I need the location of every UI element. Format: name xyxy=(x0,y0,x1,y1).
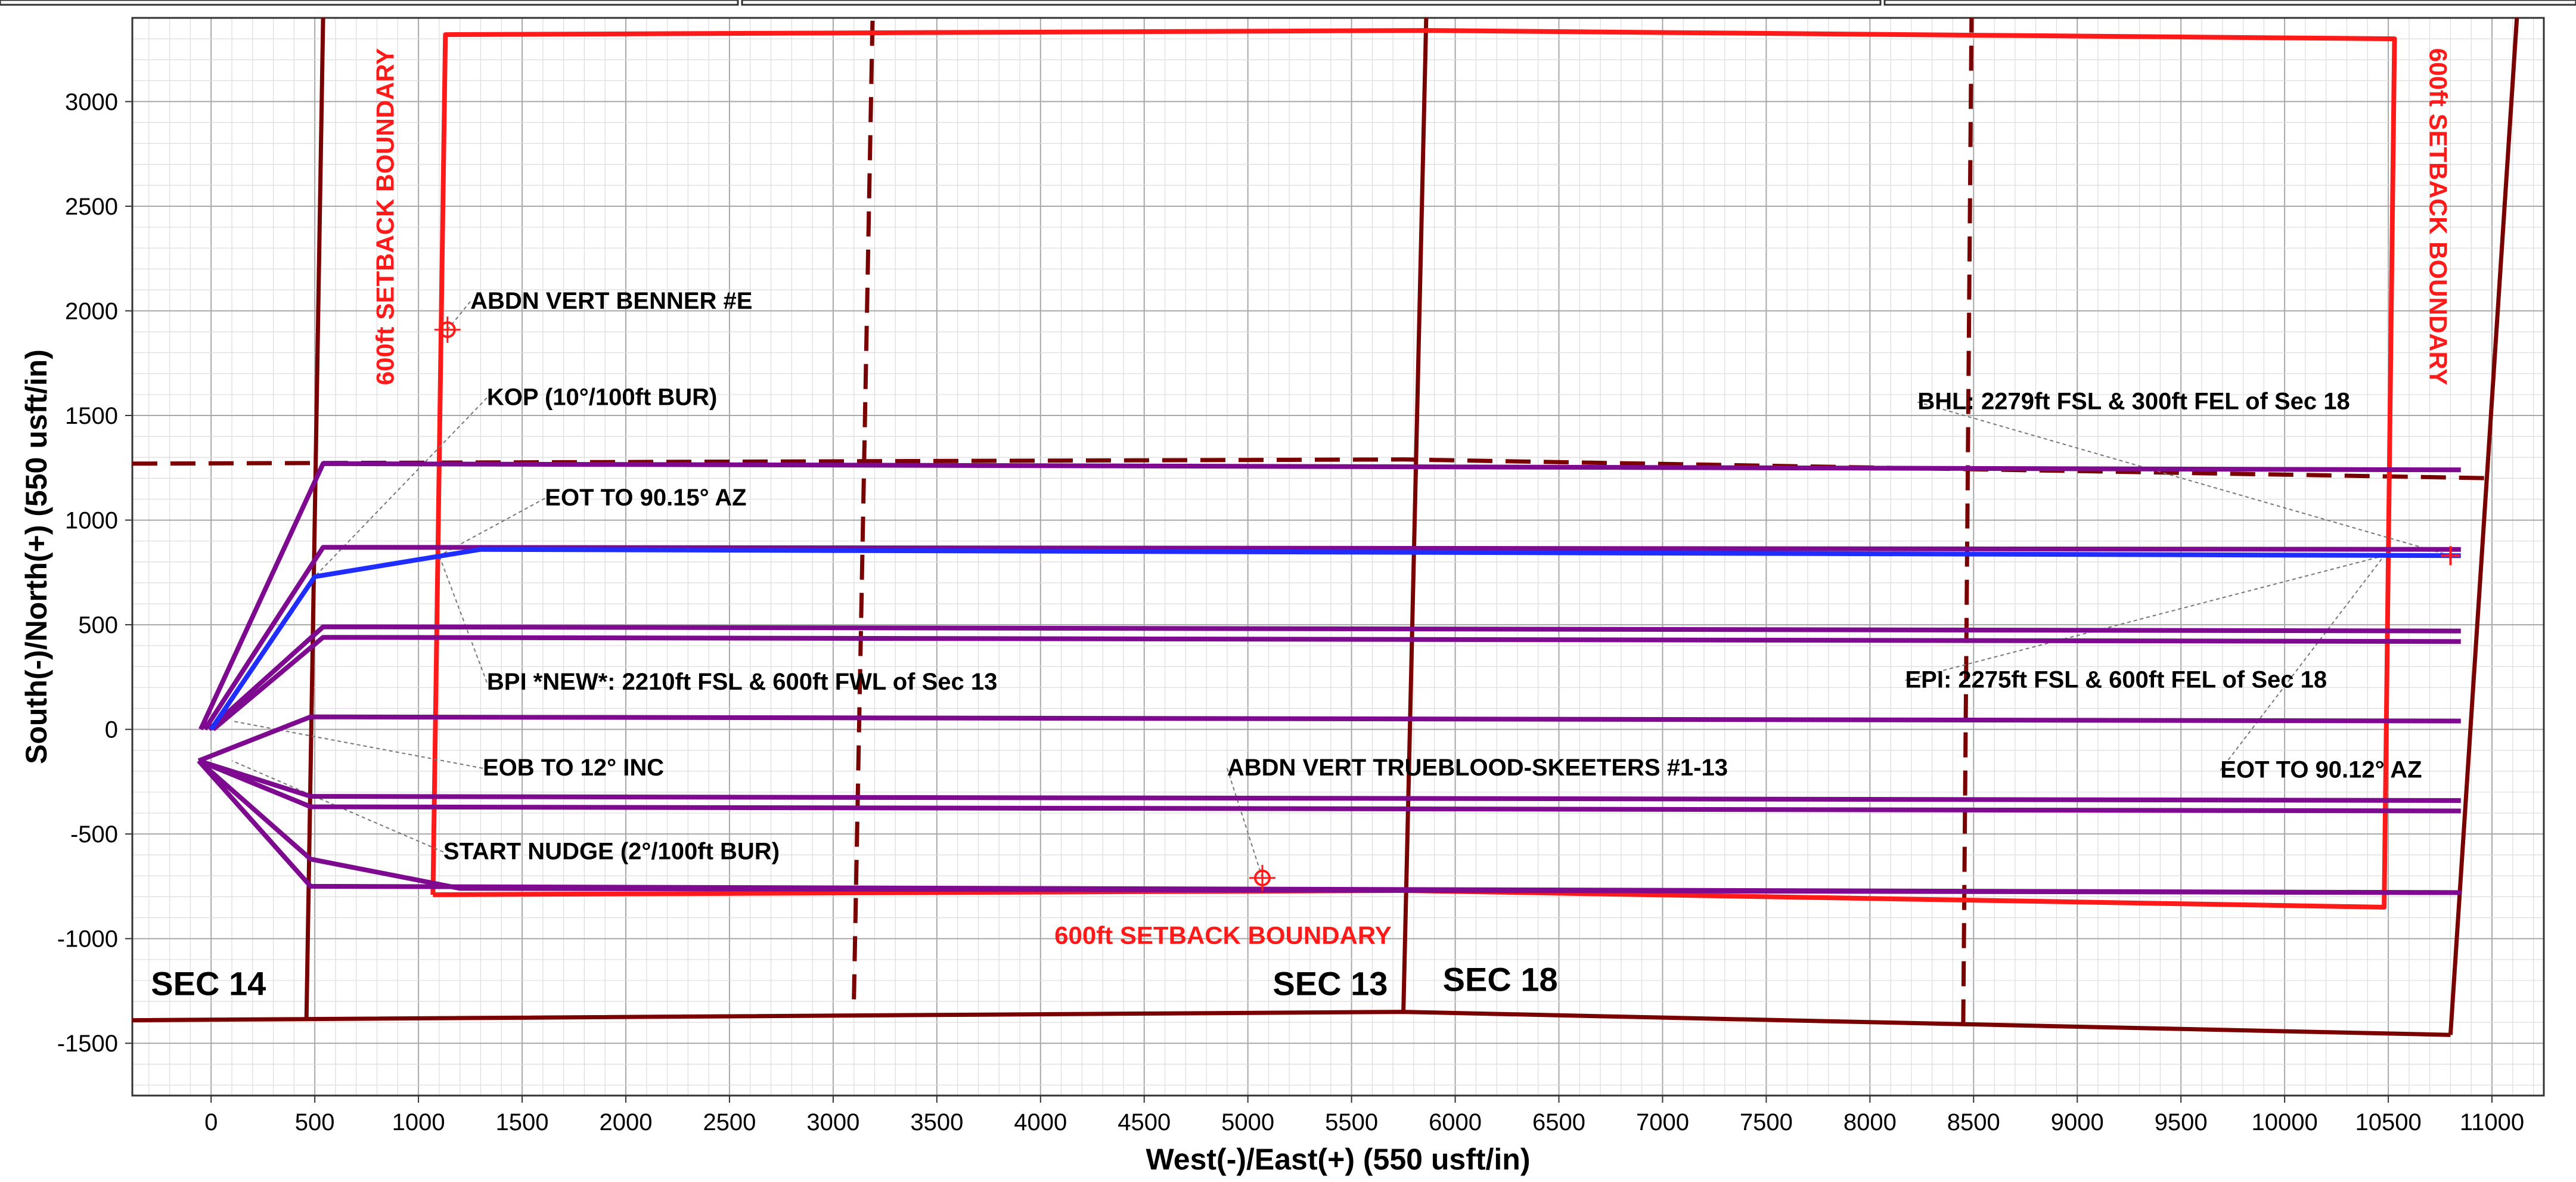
chart-annotations: ABDN VERT BENNER #E KOP (10°/100ft BUR) EO… xyxy=(151,48,2452,1003)
section-line-dashed xyxy=(852,17,875,1000)
x-tick-label: 10000 xyxy=(2252,1109,2318,1136)
x-tick-label: 7500 xyxy=(1740,1109,1793,1136)
annotation-label: ABDN VERT BENNER #E xyxy=(470,288,752,314)
annotation-leader-line xyxy=(1917,401,2451,557)
top-toolbar-strip-left xyxy=(0,0,739,6)
y-tick-label: 3000 xyxy=(65,89,118,115)
y-tick-label: 0 xyxy=(105,717,118,743)
y-tick-label: -500 xyxy=(70,821,118,848)
plot-area-border xyxy=(131,17,2545,1097)
y-tick-label: 500 xyxy=(78,612,118,638)
section-line xyxy=(1401,17,1429,1012)
annotation-label: BHL: 2279ft FSL & 300ft FEL of Sec 18 xyxy=(1917,388,2350,414)
y-tick-label: -1500 xyxy=(57,1031,118,1057)
x-tick-label: 8000 xyxy=(1843,1109,1897,1136)
y-tick-label: 1500 xyxy=(65,403,118,429)
x-tick-label: 10500 xyxy=(2355,1109,2421,1136)
y-tick-label: 2500 xyxy=(65,194,118,220)
annotation-leader-line xyxy=(231,760,444,853)
y-axis-ticks: -1500 -1000 -500 0 500 1000 1500 2000 2500 3000 xyxy=(57,89,132,1057)
annotation-label: EOB TO 12° INC xyxy=(483,755,664,781)
x-tick-label: 6000 xyxy=(1429,1109,1482,1136)
x-tick-label: 3000 xyxy=(806,1109,859,1136)
x-tick-label: 11000 xyxy=(2460,1109,2524,1136)
x-axis-title: West(-)/East(+) (550 usft/in) xyxy=(1146,1143,1531,1176)
well-markers xyxy=(434,317,2460,891)
x-tick-label: 4500 xyxy=(1118,1109,1171,1136)
annotation-label: START NUDGE (2°/100ft BUR) xyxy=(443,838,780,864)
section-label: SEC 13 xyxy=(1273,964,1388,1002)
setback-boundary-label: 600ft SETBACK BOUNDARY xyxy=(1054,921,1392,949)
section-label: SEC 18 xyxy=(1443,960,1558,998)
section-label: SEC 14 xyxy=(151,964,266,1002)
annotation-label: EOT TO 90.15° AZ xyxy=(545,485,746,511)
wellbore-path xyxy=(198,461,2461,731)
wellbore-path xyxy=(197,759,2461,895)
annotation-label: ABDN VERT TRUEBLOOD-SKEETERS #1-13 xyxy=(1227,755,1728,781)
planned-wellpath xyxy=(209,547,2461,731)
wellbore-path xyxy=(197,758,2461,814)
annotation-label: BPI *NEW*: 2210ft FSL & 600ft FWL of Sec… xyxy=(487,669,998,695)
section-line xyxy=(2448,17,2519,1035)
x-tick-label: 3500 xyxy=(910,1109,963,1136)
x-tick-label: 9000 xyxy=(2051,1109,2104,1136)
annotation-label: EOT TO 90.12° AZ xyxy=(2220,756,2422,783)
annotation-label: EPI: 2275ft FSL & 600ft FEL of Sec 18 xyxy=(1905,666,2327,693)
annotation-leader-line xyxy=(438,555,488,683)
y-tick-label: -1000 xyxy=(57,926,118,953)
top-toolbar-strip-right xyxy=(1883,0,2576,6)
x-tick-label: 1000 xyxy=(392,1109,445,1136)
setback-boundary-label: 600ft SETBACK BOUNDARY xyxy=(2425,48,2453,386)
y-axis-title: South(-)/North(+) (550 usft/in) xyxy=(20,349,53,764)
x-tick-label: 4000 xyxy=(1014,1109,1067,1136)
x-tick-label: 1500 xyxy=(496,1109,549,1136)
grid xyxy=(132,17,2544,1096)
annotation-leader-line xyxy=(2220,555,2385,771)
section-line-dashed xyxy=(1961,17,1974,1025)
top-toolbar-strip-middle xyxy=(741,0,1882,6)
y-tick-label: 2000 xyxy=(65,298,118,324)
x-tick-label: 2000 xyxy=(599,1109,652,1136)
x-tick-label: 2500 xyxy=(703,1109,756,1136)
planned-wellpath-line xyxy=(209,547,2461,731)
x-tick-label: 0 xyxy=(204,1109,218,1136)
section-line xyxy=(304,17,325,1019)
annotation-label: KOP (10°/100ft BUR) xyxy=(487,384,717,410)
x-tick-label: 500 xyxy=(295,1109,335,1136)
setback-boundary-label: 600ft SETBACK BOUNDARY xyxy=(371,48,399,386)
x-tick-label: 8500 xyxy=(1947,1109,2000,1136)
x-tick-label: 5500 xyxy=(1325,1109,1378,1136)
wellbore-path xyxy=(212,635,2461,731)
x-tick-label: 9500 xyxy=(2155,1109,2208,1136)
x-tick-label: 5000 xyxy=(1221,1109,1274,1136)
x-tick-label: 6500 xyxy=(1532,1109,1585,1136)
wellbore-path xyxy=(197,714,2461,764)
y-tick-label: 1000 xyxy=(65,508,118,534)
x-axis-ticks: 0 500 1000 1500 2000 2500 3000 3500 4000 4500 5000… xyxy=(204,1096,2524,1136)
x-tick-label: 7000 xyxy=(1636,1109,1689,1136)
wellbore-path xyxy=(203,545,2461,731)
wellbore-path xyxy=(198,758,2461,803)
wellbores xyxy=(197,461,2461,895)
wellbore-path xyxy=(207,624,2461,731)
